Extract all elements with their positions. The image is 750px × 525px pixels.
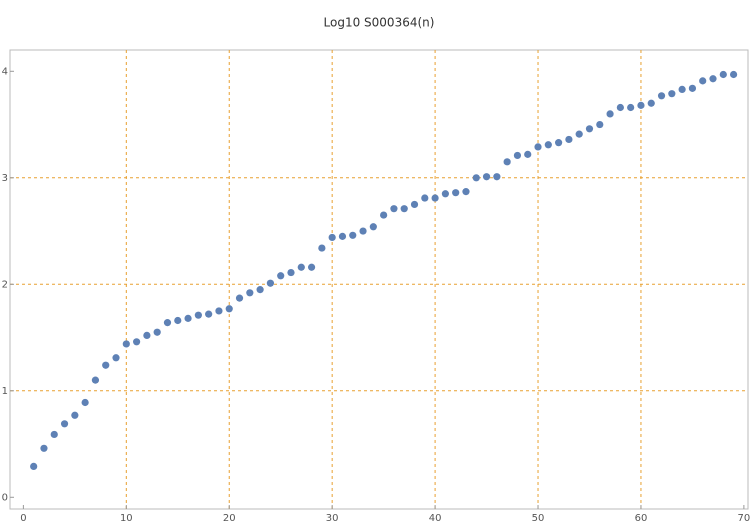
point (256, 286, 264, 294)
point (91, 376, 100, 384)
point (699, 77, 707, 85)
x-tick-label: 70 (738, 513, 750, 524)
point (668, 90, 676, 98)
point (565, 135, 573, 144)
point (133, 338, 141, 346)
point (503, 158, 511, 166)
point (30, 462, 38, 471)
point (441, 190, 449, 198)
point (112, 354, 120, 362)
point (380, 211, 388, 219)
point (174, 316, 182, 325)
point (493, 173, 501, 181)
point (194, 311, 202, 319)
point (616, 103, 624, 112)
point (71, 411, 79, 419)
point (359, 227, 367, 235)
point (318, 244, 326, 252)
point (297, 263, 305, 271)
point (719, 70, 727, 79)
point (307, 263, 316, 271)
point (647, 99, 655, 107)
point (277, 272, 285, 280)
point (184, 314, 192, 322)
point (338, 232, 347, 240)
point (513, 151, 522, 160)
point (462, 188, 470, 196)
point (153, 328, 161, 336)
point (246, 289, 254, 297)
x-tick-label: 30 (326, 513, 339, 524)
y-tick-label: 2 (2, 279, 8, 290)
point (452, 189, 460, 197)
x-tick-label: 0 (20, 513, 26, 524)
point (81, 398, 89, 407)
point (369, 223, 377, 231)
point (544, 141, 552, 149)
x-tick-label: 10 (120, 513, 133, 524)
y-tick-label: 0 (2, 492, 8, 503)
point (225, 305, 233, 313)
point (596, 120, 604, 129)
point (163, 319, 172, 327)
point (627, 103, 635, 112)
y-tick-label: 3 (2, 173, 8, 184)
point (472, 174, 480, 182)
point (410, 200, 419, 209)
x-tick-label: 40 (429, 513, 442, 524)
point (390, 205, 398, 213)
point (729, 70, 738, 79)
point (400, 205, 408, 213)
point (482, 173, 491, 181)
x-tick-label: 20 (223, 513, 236, 524)
point (143, 331, 151, 340)
point (266, 279, 275, 287)
point (688, 84, 697, 92)
point (657, 92, 666, 100)
point (60, 420, 69, 428)
point (421, 194, 429, 202)
x-tick-label: 60 (635, 513, 648, 524)
point (102, 361, 110, 369)
x-tick-label: 50 (532, 513, 545, 524)
chart-title: Log10 S000364(n) (324, 16, 435, 30)
point (555, 139, 563, 147)
point (585, 125, 594, 133)
point (534, 143, 542, 151)
y-tick-label: 1 (2, 386, 8, 397)
point (205, 310, 213, 318)
y-tick-label: 4 (2, 66, 8, 77)
point (575, 130, 583, 138)
point (709, 75, 717, 83)
point (431, 194, 439, 202)
point (328, 233, 336, 242)
point (678, 85, 686, 94)
point (637, 101, 645, 109)
point (349, 231, 357, 239)
point (524, 150, 532, 158)
point (215, 307, 223, 315)
point (287, 268, 295, 277)
point (50, 430, 58, 439)
plot-frame (9, 49, 749, 510)
point (606, 110, 614, 118)
point (235, 294, 244, 302)
point (122, 340, 130, 348)
point (40, 444, 48, 452)
